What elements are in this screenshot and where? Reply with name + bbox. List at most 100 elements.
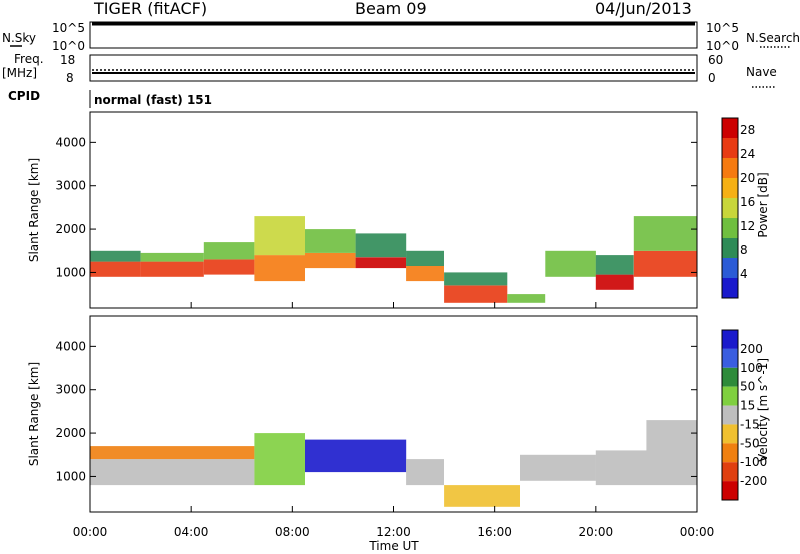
power-colorbar-tick: 24 [740,147,755,161]
velocity-panel: 1000 2000 3000 4000 Slant Range [km] [27,315,698,513]
power-band-6 [254,255,305,282]
power-ylabel: Slant Range [km] [27,158,41,262]
power-band-12 [406,265,444,282]
power-band-11 [355,233,407,258]
xtick-label: 08:00 [275,525,310,539]
velocity-colorbar-swatch [722,386,738,406]
velocity-colorbar-tick: -15 [740,417,760,431]
nsearch-tick-high: 10^5 [706,21,739,35]
velocity-colorbar-tick: 50 [740,380,755,394]
velocity-band-6 [520,454,596,481]
power-band-21 [633,216,697,251]
nave-tick-high: 60 [708,53,723,67]
velocity-band-0 [90,459,255,486]
freq-strip [89,54,698,82]
beam-label: Beam 09 [355,0,427,18]
power-colorbar-swatch [722,178,738,198]
velocity-colorbar: 200 100 50 15 -15 -50 -100 -200 [721,329,767,501]
velocity-colorbar-tick: -200 [740,474,767,488]
freq-tick-high: 18 [60,53,75,67]
power-colorbar-swatch [722,258,738,278]
power-band-2 [140,261,204,277]
nsearch-label: N.Search [746,31,800,45]
velocity-band-2 [254,433,305,486]
power-colorbar-swatch [722,198,738,218]
power-ytick-label: 2000 [55,222,86,236]
velocity-colorbar-swatch [722,424,738,444]
velocity-ytick-label: 2000 [55,426,86,440]
power-ytick-label: 4000 [55,135,86,149]
velocity-band-1 [90,446,255,460]
cpid-text: normal (fast) 151 [94,93,212,107]
xtick-label: 00:00 [680,525,715,539]
power-band-13 [406,250,444,266]
velocity-band-3 [305,439,407,473]
power-band-14 [444,285,508,303]
nsearch-tick-low: 10^0 [706,39,739,53]
power-band-7 [254,216,305,256]
velocity-colorbar-swatch [722,348,738,368]
power-colorbar-tick: 28 [740,123,755,137]
power-ytick-label: 1000 [55,265,86,279]
power-colorbar-tick: 4 [740,267,748,281]
velocity-colorbar-tick: -50 [740,436,760,450]
power-colorbar-label: Power [dB] [756,172,770,237]
xtick-label: 00:00 [73,525,108,539]
velocity-colorbar-swatch [722,481,738,500]
power-panel: 1000 2000 3000 4000 Slant Range [km] [27,111,698,309]
power-band-0 [90,261,141,277]
nsky-label: N.Sky [2,31,36,45]
power-band-15 [444,272,508,286]
power-colorbar-tick: 20 [740,171,755,185]
velocity-colorbar-swatch [722,462,738,482]
velocity-colorbar-label: Velocity [m s^-1] [756,358,770,462]
xtick-label: 04:00 [174,525,209,539]
date-label: 04/Jun/2013 [595,0,692,18]
velocity-ytick-label: 4000 [55,339,86,353]
power-y-axis: 1000 2000 3000 4000 [55,135,697,279]
velocity-colorbar-tick: -100 [740,455,767,469]
velocity-band-8 [646,420,697,451]
power-band-9 [305,229,356,253]
velocity-colorbar-swatch [722,367,738,387]
power-colorbar-swatch [722,138,738,158]
power-colorbar-swatch [722,118,738,138]
velocity-ytick-label: 3000 [55,383,86,397]
xtick-label: 12:00 [376,525,411,539]
power-colorbar: 4 8 12 16 20 24 28 [721,117,755,299]
power-band-3 [140,252,204,262]
velocity-ytick-label: 1000 [55,469,86,483]
power-colorbar-swatch [722,218,738,238]
velocity-colorbar-tick: 15 [740,399,755,413]
power-band-10 [355,257,407,269]
velocity-colorbar-swatch [722,405,738,425]
velocity-colorbar-tick: 100 [740,361,763,375]
velocity-colorbar-tick: 200 [740,342,763,356]
freq-tick-low: 8 [66,71,74,85]
power-band-8 [305,252,356,269]
velocity-band-7 [595,450,697,486]
velocity-colorbar-swatch [722,443,738,463]
power-heatmap [90,216,697,303]
velocity-colorbar-swatch [722,330,738,349]
nsky-tick-low: 10^0 [52,39,85,53]
power-band-17 [545,250,596,277]
power-band-4 [203,259,255,275]
cpid-label: CPID [8,89,40,103]
velocity-y-axis: 1000 2000 3000 4000 [55,339,697,483]
velocity-ylabel: Slant Range [km] [27,362,41,466]
velocity-band-4 [406,459,444,486]
power-colorbar-tick: 16 [740,195,755,209]
power-band-1 [90,250,141,262]
velocity-band-5 [444,485,520,507]
time-axis: 00:00 04:00 08:00 12:00 16:00 20:00 00:00 [73,302,715,539]
nave-label: Nave [746,65,777,79]
power-colorbar-tick: 12 [740,219,755,233]
power-ytick-label: 3000 [55,179,86,193]
radar-title: TIGER (fitACF) [93,0,207,18]
nave-tick-low: 0 [708,71,716,85]
power-band-20 [633,250,697,277]
time-axis-label: Time UT [368,539,419,553]
freq-unit: [MHz] [2,66,37,80]
